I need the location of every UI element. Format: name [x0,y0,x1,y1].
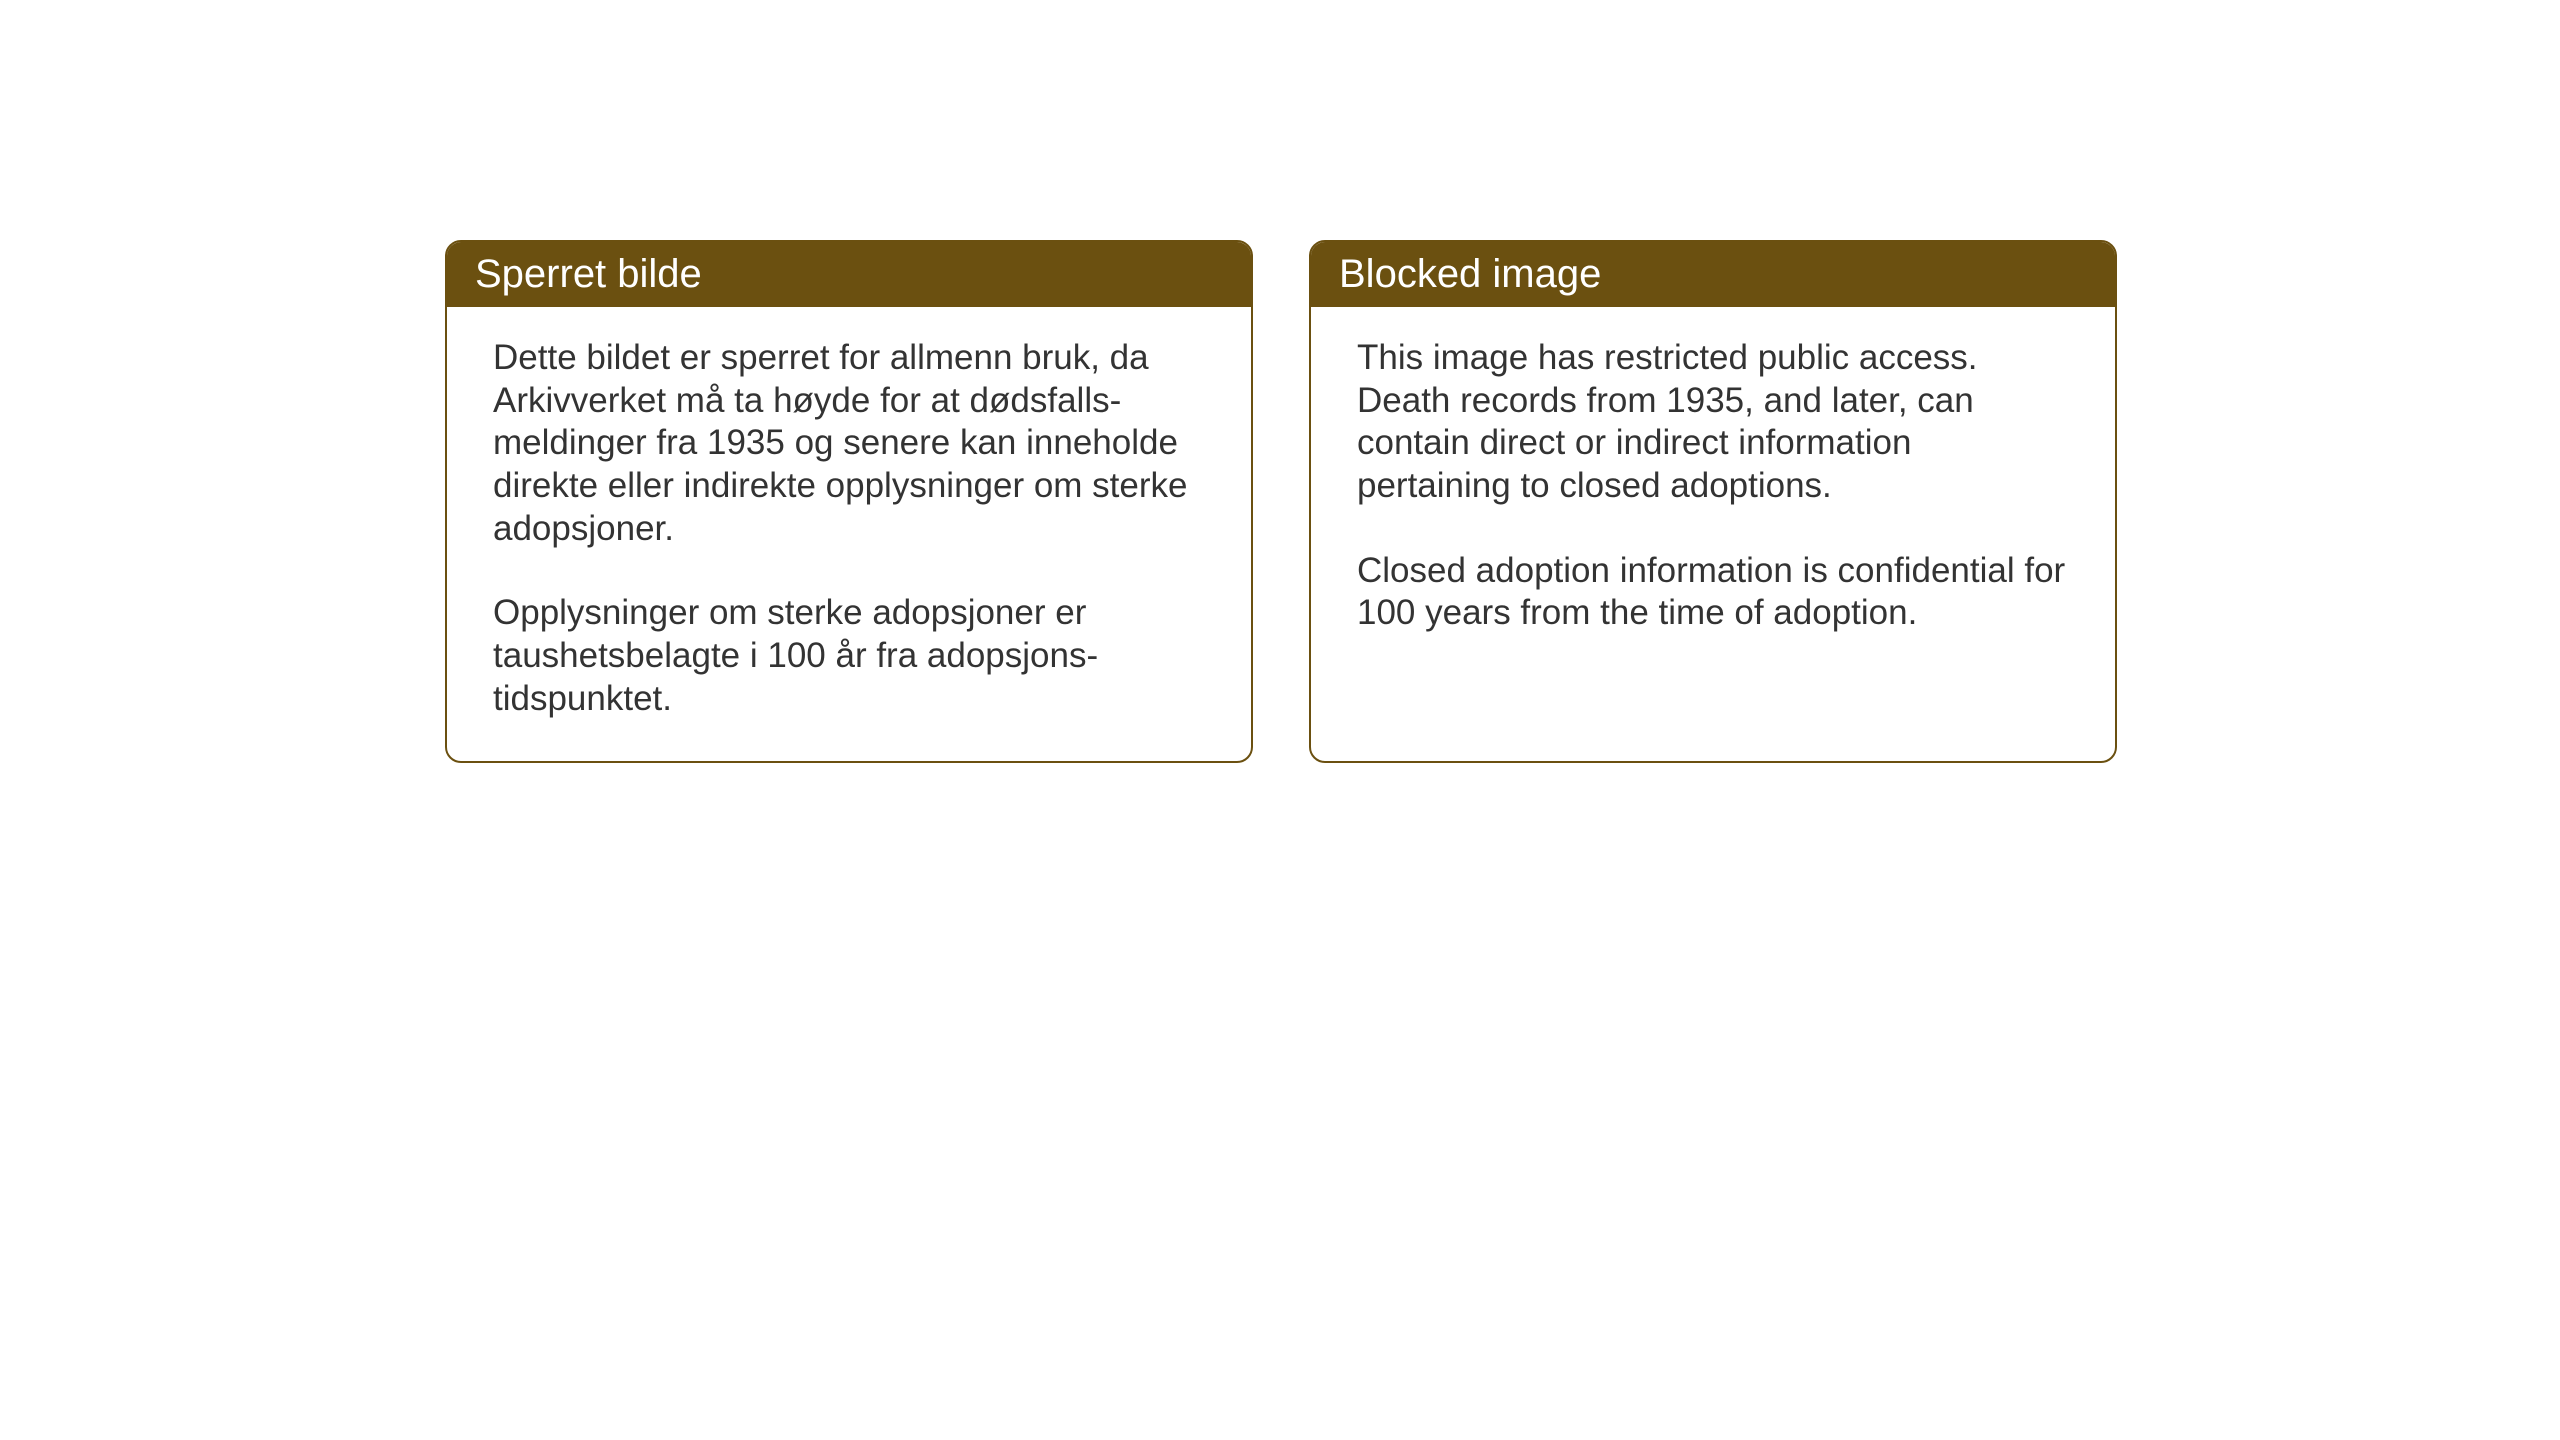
notice-title-norwegian: Sperret bilde [475,252,702,296]
notice-paragraph-norwegian-1: Dette bildet er sperret for allmenn bruk… [493,337,1205,550]
notice-box-english: Blocked image This image has restricted … [1309,240,2117,763]
notice-body-english: This image has restricted public access.… [1311,307,2115,735]
notice-header-norwegian: Sperret bilde [447,242,1251,307]
notice-paragraph-english-1: This image has restricted public access.… [1357,337,2069,508]
notices-container: Sperret bilde Dette bildet er sperret fo… [445,240,2117,763]
notice-paragraph-norwegian-2: Opplysninger om sterke adopsjoner er tau… [493,592,1205,720]
notice-paragraph-english-2: Closed adoption information is confident… [1357,550,2069,635]
notice-header-english: Blocked image [1311,242,2115,307]
notice-box-norwegian: Sperret bilde Dette bildet er sperret fo… [445,240,1253,763]
notice-title-english: Blocked image [1339,252,1601,296]
notice-body-norwegian: Dette bildet er sperret for allmenn bruk… [447,307,1251,761]
